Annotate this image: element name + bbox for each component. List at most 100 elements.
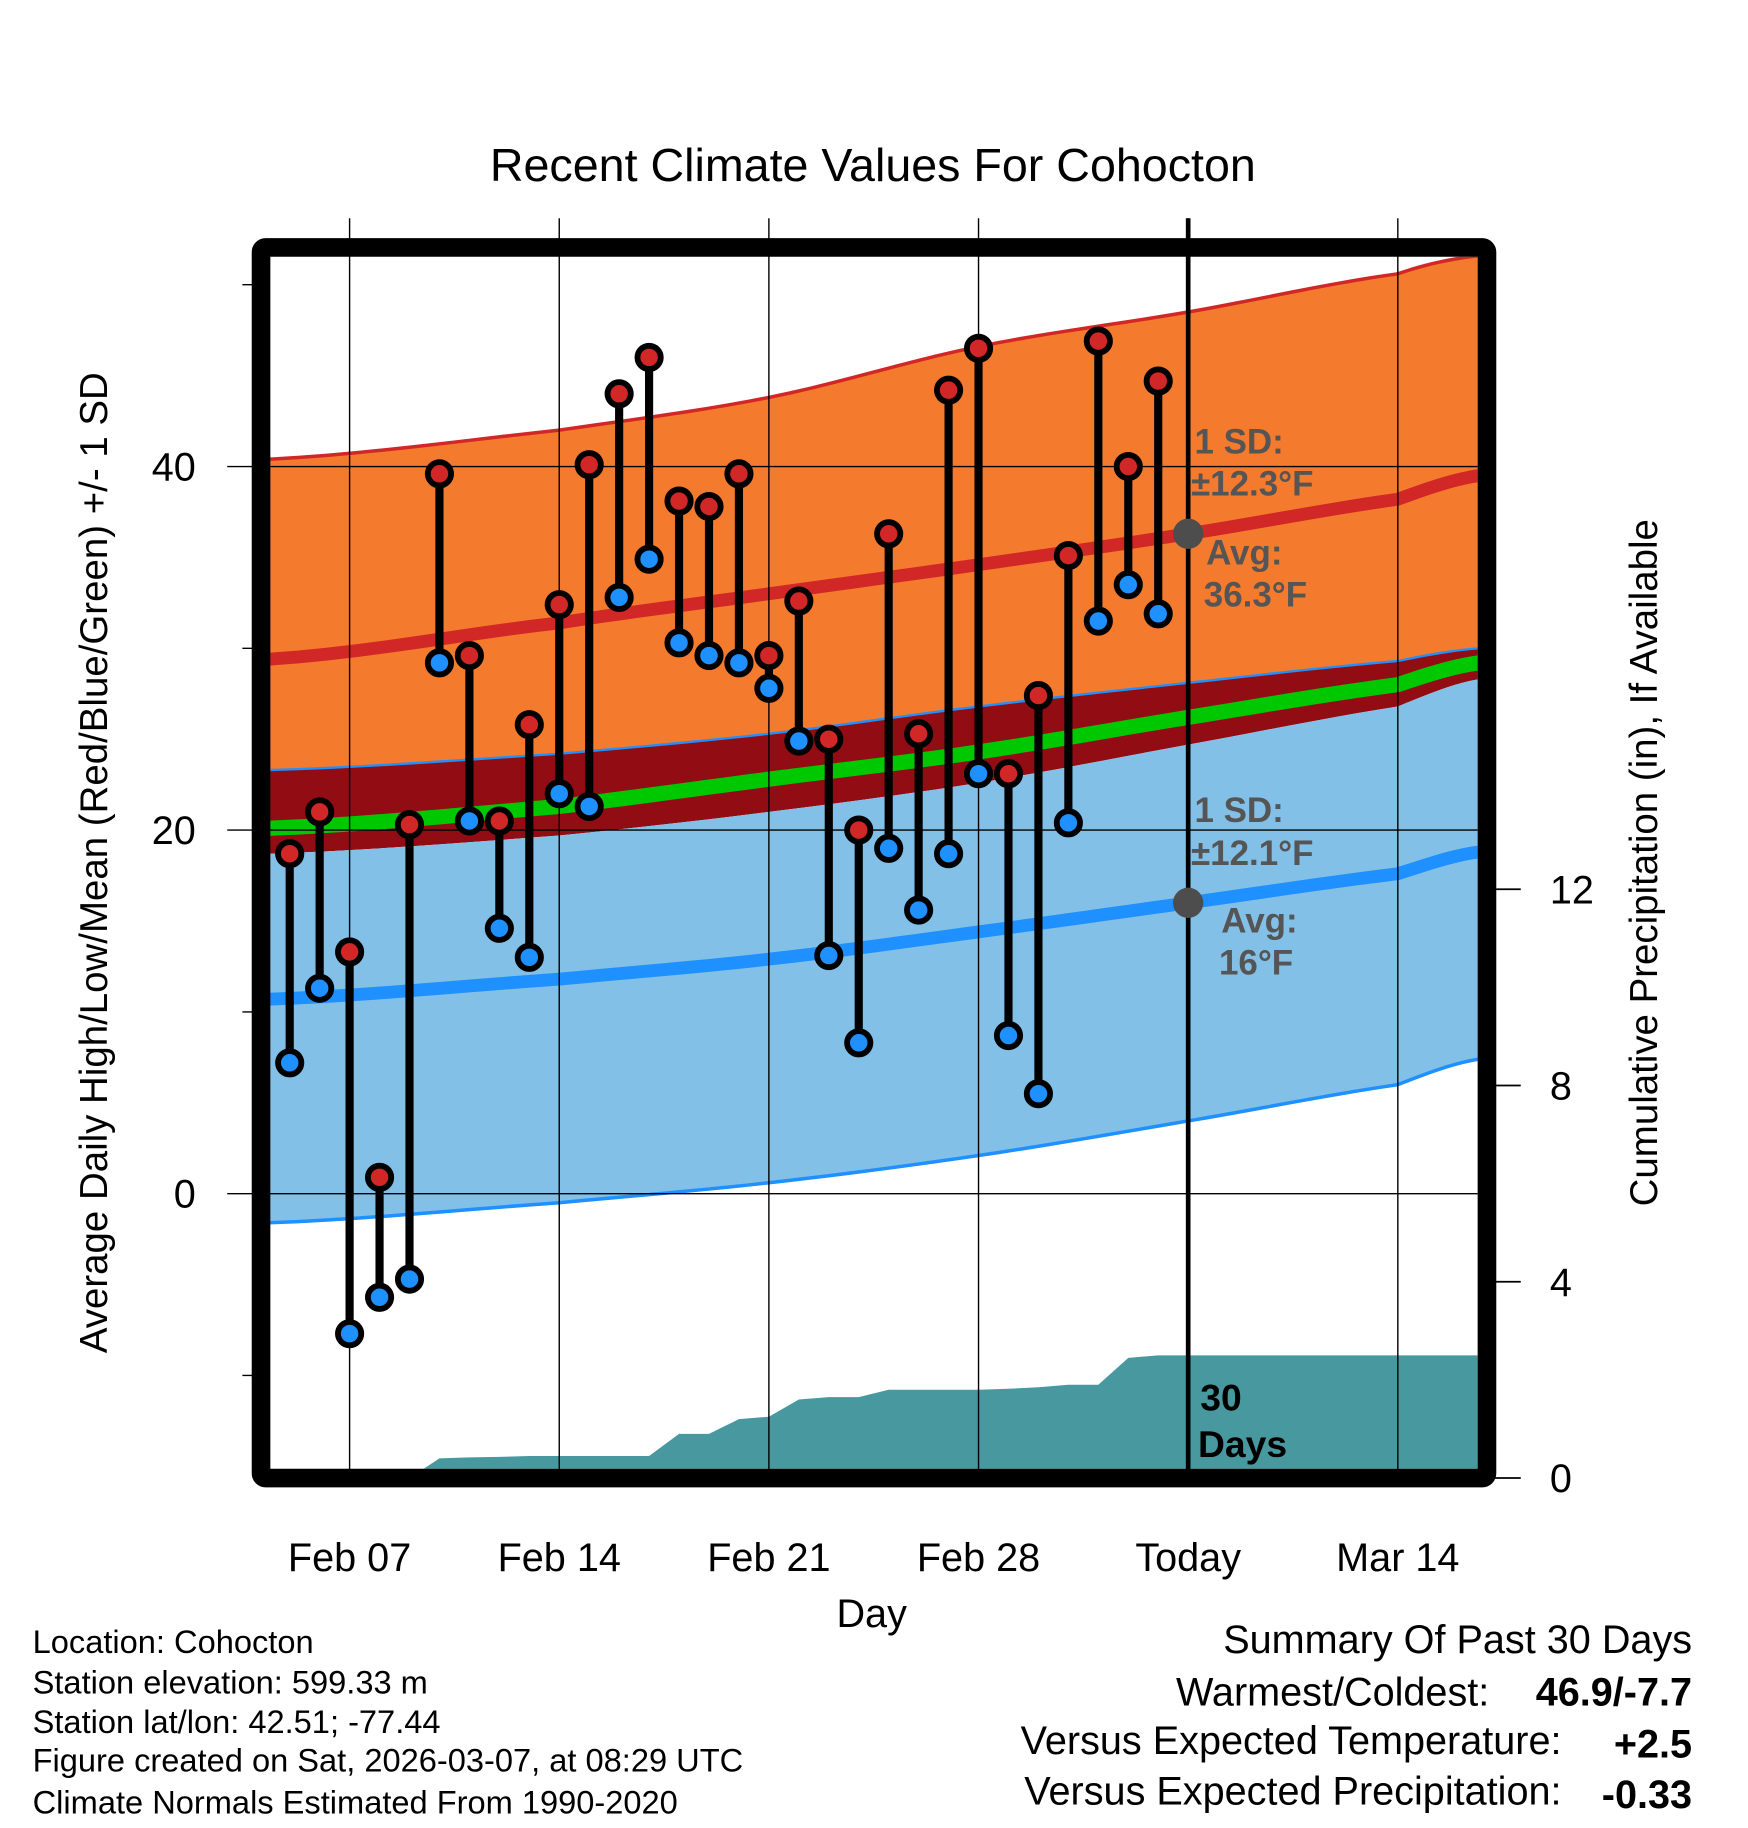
daily-high-point (784, 586, 814, 616)
low-avg-value: 16°F (1219, 944, 1293, 983)
daily-low-point (604, 582, 634, 612)
daily-high-point (484, 806, 514, 836)
daily-low-point (904, 895, 934, 925)
x-tick-label: Today (1135, 1536, 1241, 1580)
daily-low-point (754, 673, 784, 703)
footer-location: Location: Cohocton (33, 1623, 314, 1660)
high-avg-value: 36.3°F (1204, 575, 1307, 614)
daily-high-point (514, 710, 544, 740)
y2-tick-label: 12 (1550, 868, 1594, 912)
daily-low-point (634, 544, 664, 574)
plot-frame (251, 238, 1497, 1488)
normal-bands (269, 256, 1478, 1225)
daily-low-point (424, 648, 455, 678)
x-tick-label: Feb 14 (498, 1536, 621, 1580)
daily-low-point (934, 839, 964, 869)
daily-low-point (993, 1020, 1024, 1051)
daily-low-point (814, 940, 844, 971)
daily-low-point (963, 759, 994, 789)
daily-low-point (305, 973, 335, 1003)
daily-high-point (874, 519, 904, 549)
today-line (1173, 218, 1204, 1479)
footer-created: Figure created on Sat, 2026-03-07, at 08… (33, 1742, 744, 1779)
daily-high-point (934, 375, 964, 405)
daily-low-point (844, 1028, 874, 1058)
daily-low-point (664, 628, 694, 658)
daily-low-point (514, 942, 544, 972)
x-axis-label: Day (836, 1592, 907, 1636)
x-tick-label: Feb 28 (917, 1536, 1040, 1580)
daily-low-point (724, 648, 754, 678)
daily-low-point (1023, 1079, 1053, 1109)
daily-high-point (454, 641, 484, 671)
daily-low-point (364, 1282, 395, 1312)
summary-temp-value: +2.5 (1614, 1723, 1692, 1767)
today-avg-high-marker (1173, 518, 1204, 549)
daily-low-point (394, 1264, 425, 1294)
daily-high-point (844, 815, 874, 845)
today-avg-low-marker (1173, 887, 1204, 918)
footer-latlon: Station lat/lon: 42.51; -77.44 (33, 1703, 441, 1740)
high-sd-label: 1 SD: (1194, 423, 1283, 462)
daily-high-point (724, 459, 754, 489)
y2-axis-label: Cumulative Precipitation (in), If Availa… (1623, 519, 1666, 1206)
daily-high-point (335, 937, 365, 967)
footer-elevation: Station elevation: 599.33 m (33, 1664, 428, 1701)
precip-days-label: 30 (1200, 1376, 1241, 1418)
precipitation-area (423, 1355, 1478, 1469)
daily-high-point (694, 491, 724, 522)
high-sd-band (269, 256, 1478, 771)
daily-high-point (574, 450, 604, 480)
y-tick-label: 20 (152, 809, 196, 853)
precip-fill (423, 1355, 1478, 1469)
daily-high-point (1143, 366, 1173, 396)
daily-high-point (604, 379, 634, 409)
daily-low-point (484, 913, 514, 943)
x-tick-label: Feb 21 (707, 1536, 830, 1580)
high-avg-label: Avg: (1206, 533, 1282, 572)
chart-title: Recent Climate Values For Cohocton (490, 139, 1256, 191)
y-tick-label: 40 (152, 445, 196, 489)
high-sd-value: ±12.3°F (1191, 465, 1314, 504)
daily-high-point (544, 590, 574, 620)
summary-warmest-label: Warmest/Coldest: (1176, 1670, 1489, 1714)
daily-low-point (544, 779, 574, 809)
low-avg-label: Avg: (1221, 902, 1297, 941)
y-axis-label: Average Daily High/Low/Mean (Red/Blue/Gr… (73, 372, 116, 1353)
low-sd-label: 1 SD: (1194, 791, 1283, 830)
daily-high-point (424, 459, 455, 489)
daily-high-point (754, 641, 784, 671)
daily-low-point (275, 1048, 305, 1078)
daily-high-point (275, 839, 305, 869)
daily-low-point (1053, 808, 1083, 838)
daily-low-point (694, 641, 724, 671)
daily-high-point (1083, 326, 1113, 356)
daily-high-point (1023, 681, 1053, 711)
y-tick-label: 0 (174, 1173, 196, 1217)
summary-title: Summary Of Past 30 Days (1223, 1618, 1692, 1662)
daily-low-point (874, 833, 904, 863)
y2-tick-label: 0 (1550, 1457, 1572, 1501)
precip-days-label-2: Days (1198, 1423, 1287, 1465)
summary-precip-value: -0.33 (1602, 1773, 1692, 1817)
daily-high-point (634, 342, 664, 373)
daily-high-point (394, 810, 425, 840)
footer-normals: Climate Normals Estimated From 1990-2020 (33, 1784, 678, 1821)
daily-high-point (1113, 451, 1143, 482)
daily-high-point (1053, 541, 1083, 571)
daily-low-point (574, 791, 604, 822)
daily-high-point (963, 333, 994, 363)
daily-low-point (454, 806, 484, 836)
summary-precip-label: Versus Expected Precipitation: (1024, 1769, 1561, 1813)
y2-tick-label: 8 (1550, 1065, 1572, 1109)
daily-high-point (364, 1162, 395, 1192)
daily-low-point (1143, 599, 1173, 629)
daily-high-point (305, 797, 335, 827)
x-tick-label: Feb 07 (288, 1536, 411, 1580)
daily-low-point (1083, 606, 1113, 636)
daily-low-point (784, 726, 814, 756)
summary-warmest-value: 46.9/-7.7 (1536, 1670, 1692, 1714)
y2-tick-label: 4 (1550, 1261, 1572, 1305)
daily-low-point (1113, 570, 1143, 600)
